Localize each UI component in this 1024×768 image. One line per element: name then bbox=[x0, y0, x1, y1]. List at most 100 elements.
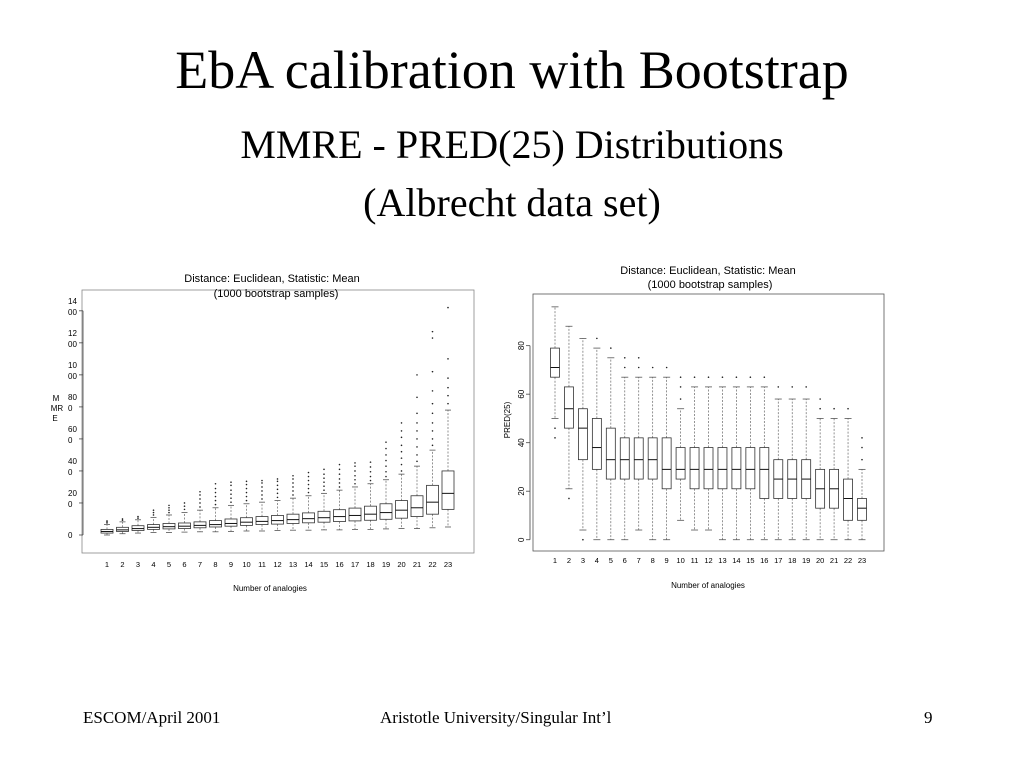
x-axis: 1 2 3 4 5 6 7 8 9 10 11 12 13 14 15 16 17 18 19 20 21 22 23 bbox=[105, 560, 452, 569]
outlier-point bbox=[323, 477, 325, 479]
outlier-point bbox=[245, 483, 248, 486]
iqr-box bbox=[379, 503, 393, 520]
outlier-point bbox=[168, 504, 170, 507]
x-tick-label: 16 bbox=[335, 560, 343, 569]
y-tick-label: 12 00 bbox=[68, 329, 77, 349]
outlier-point bbox=[307, 479, 310, 482]
iqr-box bbox=[224, 518, 238, 527]
box-plot-item bbox=[100, 520, 114, 536]
outlier-point bbox=[354, 462, 356, 464]
outlier-point bbox=[447, 358, 449, 360]
outlier-point bbox=[431, 337, 434, 339]
outlier-point bbox=[152, 511, 155, 514]
outlier-point bbox=[416, 446, 418, 448]
outlier-point bbox=[400, 430, 403, 432]
y-axis-label: M MR E bbox=[51, 394, 64, 423]
outlier-point bbox=[338, 468, 341, 471]
x-tick-label: 15 bbox=[320, 560, 328, 569]
outlier-point bbox=[199, 506, 201, 508]
y-axis-label-part: M bbox=[53, 394, 60, 403]
x-tick-label: 4 bbox=[151, 560, 155, 569]
iqr-box bbox=[193, 521, 207, 529]
outlier-point bbox=[369, 475, 372, 478]
outlier-point bbox=[183, 502, 186, 504]
outlier-point bbox=[214, 491, 217, 494]
box-plot-item bbox=[271, 478, 284, 531]
box-plot-item bbox=[379, 441, 393, 530]
y-tick-label: 0 bbox=[68, 531, 73, 540]
outlier-point bbox=[431, 412, 434, 415]
outlier-point bbox=[276, 480, 279, 483]
outlier-point bbox=[385, 459, 387, 462]
outlier-point bbox=[369, 466, 372, 468]
outlier-point bbox=[431, 430, 434, 432]
outlier-point bbox=[245, 495, 248, 498]
iqr-box bbox=[441, 470, 455, 510]
outlier-point bbox=[230, 481, 232, 483]
y-axis: 0 20 0 40 0 60 0 80 0 10 00 12 00 14 00 bbox=[68, 297, 84, 540]
iqr-box bbox=[255, 516, 269, 525]
outlier-point bbox=[323, 468, 325, 471]
outlier-point bbox=[276, 478, 279, 480]
outlier-point bbox=[431, 390, 434, 392]
outlier-point bbox=[214, 487, 217, 490]
outlier-point bbox=[338, 463, 341, 466]
y-tick-label: 20 0 bbox=[68, 489, 77, 509]
outlier-point bbox=[354, 474, 356, 477]
x-tick-label: 9 bbox=[229, 560, 233, 569]
outlier-point bbox=[447, 306, 449, 309]
iqr-box bbox=[348, 507, 362, 522]
outlier-point bbox=[354, 470, 356, 472]
box-plot-item bbox=[286, 474, 300, 531]
iqr-box bbox=[410, 495, 424, 517]
y-tick-label: 80 0 bbox=[68, 393, 77, 413]
outlier-point bbox=[400, 470, 403, 472]
x-tick-label: 10 bbox=[242, 560, 250, 569]
x-tick-label: 3 bbox=[136, 560, 140, 569]
outlier-point bbox=[338, 482, 341, 484]
outlier-point bbox=[292, 474, 294, 477]
iqr-box bbox=[240, 517, 253, 526]
outlier-point bbox=[183, 505, 186, 507]
iqr-box bbox=[426, 484, 439, 515]
box-plot-item bbox=[426, 330, 439, 529]
x-tick-label: 13 bbox=[289, 560, 297, 569]
iqr-box bbox=[286, 513, 300, 524]
outlier-point bbox=[369, 461, 372, 463]
outlier-point bbox=[214, 503, 217, 506]
box-plot-item bbox=[441, 306, 455, 528]
box-plot-item bbox=[302, 471, 315, 531]
y-axis-label-part: MR bbox=[51, 404, 64, 413]
x-tick-label: 19 bbox=[382, 560, 390, 569]
outlier-point bbox=[400, 457, 403, 459]
x-tick-label: 12 bbox=[273, 560, 281, 569]
slide-subtitle: MMRE - PRED(25) Distributions bbox=[240, 122, 784, 167]
outlier-point bbox=[431, 444, 434, 447]
outlier-point bbox=[431, 370, 434, 373]
outlier-point bbox=[338, 478, 341, 480]
box-plot-item bbox=[224, 481, 238, 532]
outlier-point bbox=[369, 470, 372, 473]
slide-title: EbA calibration with Bootstrap bbox=[175, 40, 849, 100]
outlier-point bbox=[338, 486, 341, 488]
outlier-point bbox=[121, 518, 124, 520]
x-tick-label: 8 bbox=[213, 560, 217, 569]
outlier-point bbox=[292, 494, 294, 496]
iqr-box bbox=[209, 520, 222, 528]
box-plot-item bbox=[333, 463, 346, 531]
outlier-point bbox=[416, 460, 418, 463]
outlier-point bbox=[276, 492, 279, 495]
x-tick-label: 5 bbox=[167, 560, 171, 569]
y-tick-label: 10 00 bbox=[68, 361, 77, 381]
outlier-point bbox=[245, 499, 248, 502]
outlier-point bbox=[214, 499, 217, 502]
x-tick-label: 21 bbox=[413, 560, 421, 569]
outlier-point bbox=[230, 493, 232, 495]
outlier-point bbox=[323, 473, 325, 475]
x-tick-label: 23 bbox=[444, 560, 452, 569]
outlier-point bbox=[292, 482, 294, 484]
outlier-point bbox=[245, 491, 248, 494]
outlier-point bbox=[416, 430, 418, 432]
outlier-point bbox=[276, 496, 279, 499]
footer-affiliation: Aristotle University/Singular Int’l bbox=[380, 708, 612, 727]
